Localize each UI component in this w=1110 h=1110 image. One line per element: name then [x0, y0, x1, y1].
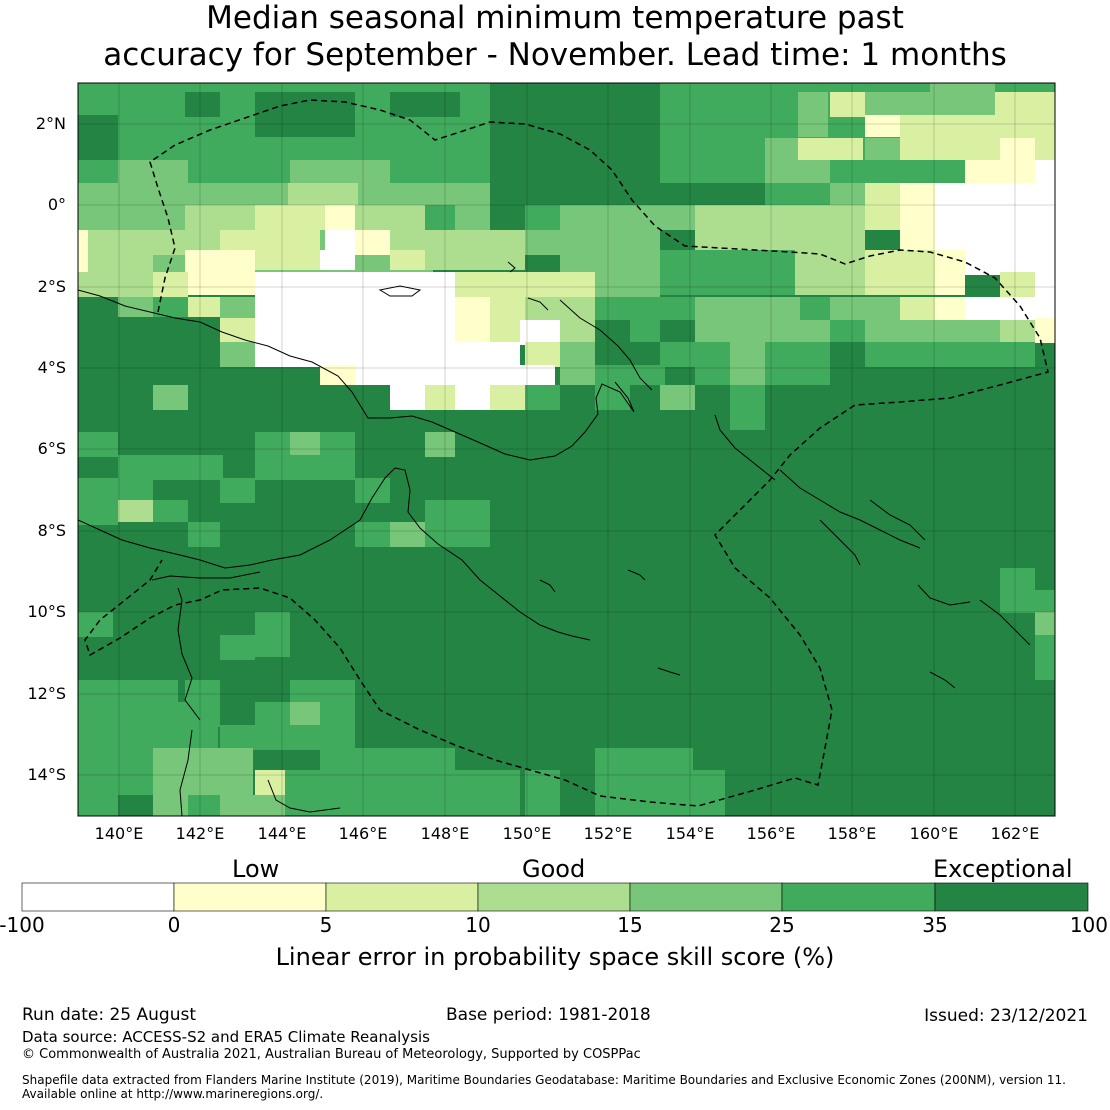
copyright: © Commonwealth of Australia 2021, Austra…: [22, 1047, 641, 1062]
colorbar-label: Linear error in probability space skill …: [275, 943, 835, 971]
colorbar-tick: 25: [769, 913, 795, 937]
lon-label: 142°E: [175, 824, 225, 843]
colorbar-segment: [325, 882, 479, 912]
colorbar-tick: 5: [319, 913, 333, 937]
lat-label: 10°S: [27, 602, 66, 621]
colorbar: [21, 882, 1089, 912]
lat-label: 14°S: [27, 765, 66, 784]
lon-label: 152°E: [583, 824, 633, 843]
category-label-good: Good: [522, 855, 586, 883]
lon-label: 144°E: [257, 824, 307, 843]
data-source: Data source: ACCESS-S2 and ERA5 Climate …: [22, 1028, 430, 1046]
lat-label: 6°S: [37, 439, 66, 458]
colorbar-tick: 15: [617, 913, 643, 937]
lat-label: 8°S: [37, 521, 66, 540]
lon-label: 150°E: [502, 824, 552, 843]
lat-label: 2°N: [35, 114, 66, 133]
shapefile-credit-line2: Available online at http://www.marinereg…: [22, 1087, 324, 1101]
colorbar-tick: 35: [922, 913, 948, 937]
run-date: Run date: 25 August: [22, 1005, 196, 1025]
issued-date: Issued: 23/12/2021: [924, 1006, 1088, 1026]
lon-label: 146°E: [338, 824, 388, 843]
colorbar-tick: 0: [167, 913, 181, 937]
colorbar-tick: 10: [465, 913, 491, 937]
lon-label: 148°E: [420, 824, 470, 843]
colorbar-tick: 100: [1069, 913, 1108, 937]
lon-label: 156°E: [746, 824, 796, 843]
colorbar-segment: [934, 882, 1089, 912]
lon-label: 140°E: [94, 824, 144, 843]
lon-label: 160°E: [909, 824, 959, 843]
coastlines: [78, 261, 1031, 816]
base-period: Base period: 1981-2018: [446, 1005, 651, 1025]
map-title-line2: accuracy for September - November. Lead …: [103, 37, 1007, 73]
map-frame: [77, 82, 1056, 817]
lat-label: 4°S: [37, 358, 66, 377]
shapefile-credit-line1: Shapefile data extracted from Flanders M…: [22, 1073, 1066, 1087]
lat-label: 12°S: [27, 684, 66, 703]
colorbar-segment: [477, 882, 631, 912]
lon-label: 154°E: [665, 824, 715, 843]
colorbar-segment: [781, 882, 936, 912]
skill-score-grid: [78, 83, 1055, 816]
colorbar-segment: [173, 882, 327, 912]
colorbar-segment: [629, 882, 783, 912]
category-label-exceptional: Exceptional: [933, 855, 1073, 883]
category-label-low: Low: [232, 855, 280, 883]
lat-label: 0°: [47, 195, 66, 214]
lon-label: 158°E: [827, 824, 877, 843]
lat-label: 2°S: [37, 277, 66, 296]
map-title-line1: Median seasonal minimum temperature past: [206, 0, 904, 36]
lon-label: 162°E: [990, 824, 1040, 843]
colorbar-tick: -100: [0, 913, 45, 937]
colorbar-segment: [21, 882, 175, 912]
